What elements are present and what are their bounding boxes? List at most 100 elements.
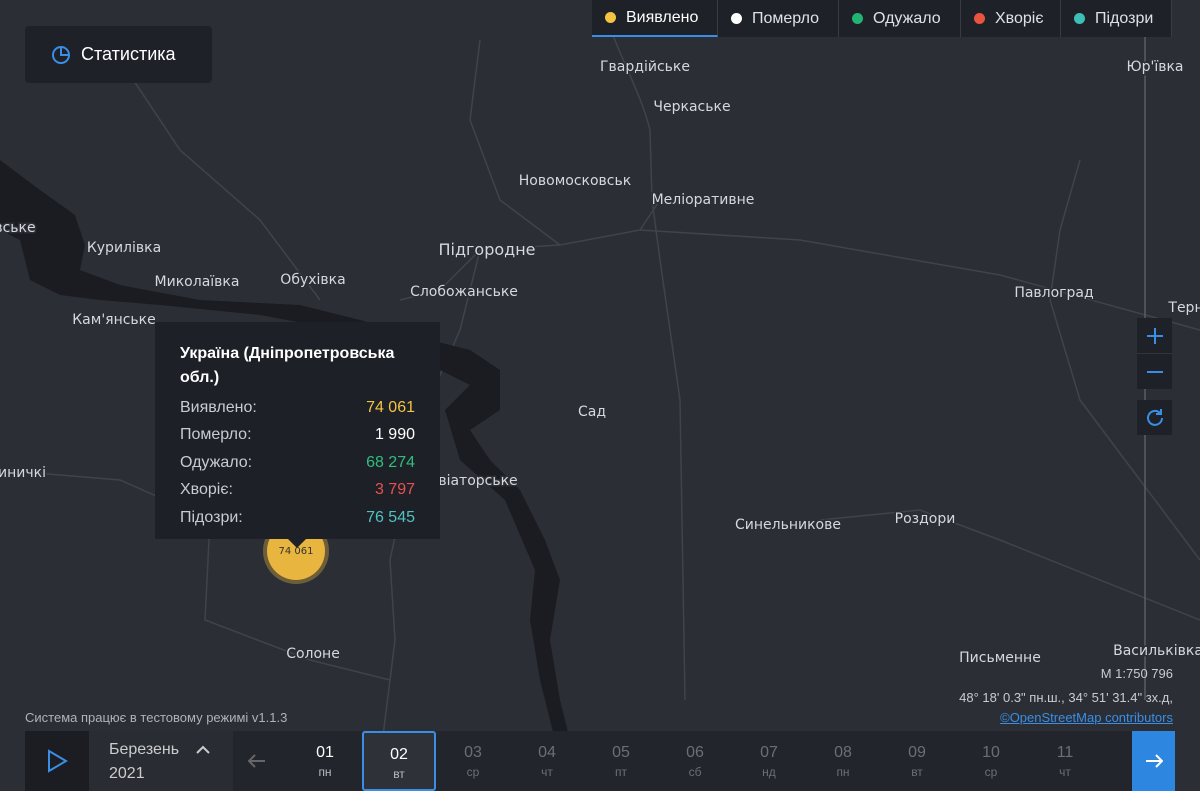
attribution[interactable]: ©OpenStreetMap contributors [1000,710,1173,725]
coordinates: 48° 18' 0.3" пн.ш., 34° 51' 31.4" зх.д, [959,690,1173,705]
next-button[interactable] [1132,731,1175,791]
map-labels: Гвардійське Черкаське Юр'ївка Новомосковськ… [0,58,1200,668]
weekday: пн [836,765,850,779]
map-label: вське [0,220,36,236]
tooltip-row: Померло: 1 990 [180,422,415,450]
map-label: віаторське [438,473,517,489]
map-label: Слобожанське [410,284,518,300]
day[interactable]: 07 нд [732,731,806,791]
legend-dot [731,13,742,24]
day-number: 05 [612,744,630,761]
legend-label: Виявлено [626,8,699,26]
legend-item[interactable]: Виявлено [592,0,718,37]
weekday: вт [911,765,923,779]
map-label: Підгородне [438,240,535,259]
zoom-in[interactable] [1137,318,1172,354]
legend-dot [852,13,863,24]
tooltip-rows: Виявлено: 74 061 Померло: 1 990 Одужало: 68 2… [180,394,415,532]
day-number: 08 [834,744,852,761]
timeline: Березень 2021 01 пн 02 вт 03 ср 04 чт 05 пт 06 сб 07… [25,731,1175,791]
weekday: нд [762,765,776,779]
map-label: Васильківка [1113,643,1200,659]
day-number: 03 [464,744,482,761]
prev-button[interactable] [233,731,280,791]
tooltip-row: Підозри: 76 545 [180,504,415,532]
legend-label: Хворіє [995,9,1044,27]
row-label: Померло: [180,426,252,444]
row-label: Одужало: [180,453,253,471]
year: 2021 [109,765,145,782]
scale: М 1:750 796 [1100,666,1173,681]
map-label: Кам'янське [72,312,156,328]
weekday: пт [615,765,627,779]
tooltip-row: Виявлено: 74 061 [180,394,415,422]
map-label: Курилівка [87,240,161,256]
map-label: Меліоративне [652,192,755,208]
map-label: Черкаське [653,99,730,115]
weekday: ср [984,765,998,779]
day[interactable]: 04 чт [510,731,584,791]
legend-dot [1074,13,1085,24]
day-number: 07 [760,744,778,761]
legend-item[interactable]: Померло [718,0,839,37]
map-label: Новомосковськ [519,173,631,189]
day[interactable]: 05 пт [584,731,658,791]
legend-item[interactable]: Одужало [839,0,961,37]
map-label: Солоне [286,646,340,662]
weekday: чт [1059,765,1071,779]
weekday: ср [466,765,480,779]
row-value: 76 545 [366,508,415,526]
day[interactable]: 10 ср [954,731,1028,791]
tooltip: Україна (Дніпропетровська обл.) Виявлено… [155,322,440,539]
map-label: Сад [578,404,606,420]
legend-item[interactable]: Хворіє [961,0,1061,37]
map-label: Письменне [959,650,1041,666]
month-select[interactable]: Березень 2021 [89,731,233,791]
day-number: 11 [1056,744,1074,761]
play-button[interactable] [25,731,89,791]
row-value: 68 274 [366,453,415,471]
legend-dot [974,13,985,24]
map-label: Роздори [895,511,956,527]
chevron [196,745,210,754]
day[interactable]: 08 пн [806,731,880,791]
row-label: Виявлено: [180,398,257,416]
weekday: пн [318,765,332,779]
map-label: Гвардійське [600,59,690,75]
legend-item[interactable]: Підозри [1061,0,1172,37]
day[interactable]: 03 ср [436,731,510,791]
day-number: 04 [538,744,556,761]
day[interactable]: 09 вт [880,731,954,791]
marker-label: 74 061 [279,546,314,557]
river [0,160,570,740]
map-label: Павлоград [1014,285,1093,301]
tooltip-title: Україна (Дніпропетровська обл.) [180,345,395,386]
weekday: вт [393,767,405,781]
legend-label: Підозри [1095,9,1154,27]
map-label: Синельникове [735,517,841,533]
row-value: 3 797 [374,481,415,499]
zoom-out[interactable] [1137,354,1172,389]
day[interactable]: 06 сб [658,731,732,791]
map-label: Юр'ївка [1126,59,1183,75]
legend-label: Одужало [873,9,941,27]
stats-button[interactable]: Статистика [25,26,212,83]
day-number: 02 [390,746,408,763]
tooltip-row: Одужало: 68 274 [180,449,415,477]
map-label: Миколаївка [155,274,240,290]
legend-dot [605,12,616,23]
day-number: 10 [982,744,1000,761]
legend: Виявлено Померло Одужало Хворіє Підозри [592,0,1172,37]
day[interactable]: 11 чт [1028,731,1102,791]
day[interactable]: 01 пн [288,731,362,791]
chart-icon [52,45,70,64]
month: Березень [109,741,180,758]
day[interactable]: 02 вт [362,731,436,791]
row-label: Хворіє: [180,481,233,499]
row-value: 74 061 [366,398,415,416]
refresh[interactable] [1137,400,1172,435]
status: Система працює в тестовому режимі v1.1.3 [25,710,288,725]
day-number: 01 [316,744,334,761]
map-label: Терн [1167,300,1200,316]
legend-label: Померло [752,9,820,27]
